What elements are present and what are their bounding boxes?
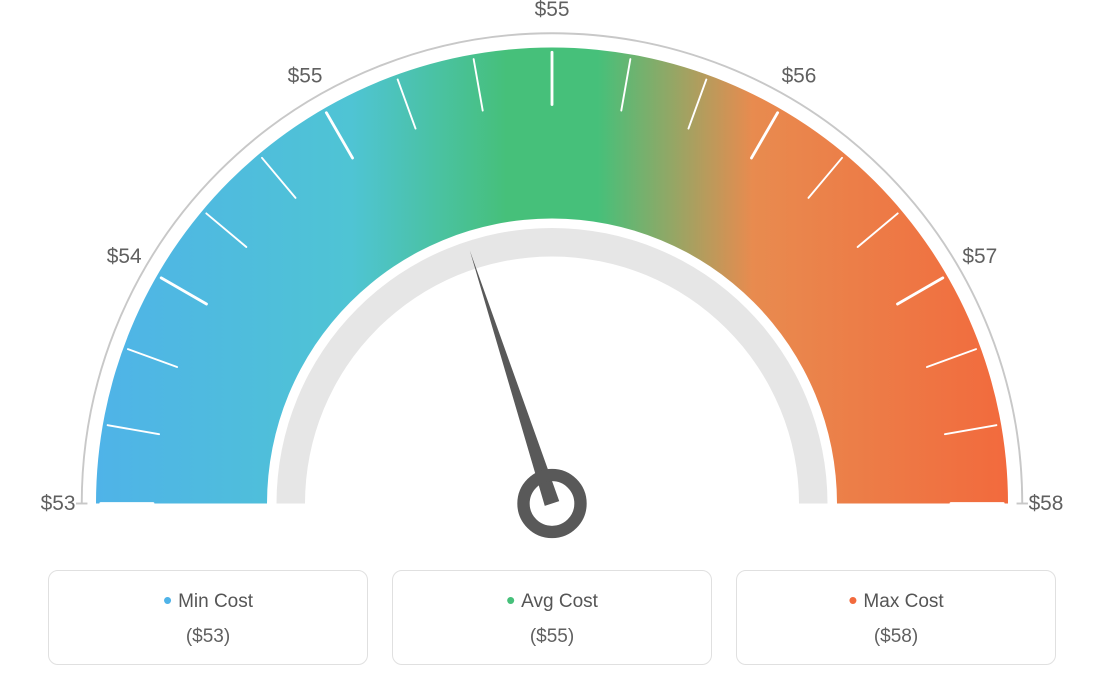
legend-min-title: Min Cost xyxy=(59,585,357,616)
svg-text:$57: $57 xyxy=(962,245,997,268)
svg-text:$58: $58 xyxy=(1029,492,1064,515)
svg-text:$55: $55 xyxy=(288,64,323,87)
svg-text:$54: $54 xyxy=(107,245,142,268)
legend-min-value: ($53) xyxy=(59,626,357,648)
legend-row: Min Cost ($53) Avg Cost ($55) Max Cost (… xyxy=(0,570,1104,665)
legend-card-avg: Avg Cost ($55) xyxy=(392,570,712,665)
svg-text:$53: $53 xyxy=(41,492,76,515)
legend-avg-value: ($55) xyxy=(403,626,701,648)
gauge-svg: $53 $54 $55 $55 $56 $57 $58 xyxy=(0,0,1104,570)
legend-avg-title: Avg Cost xyxy=(403,585,701,616)
gauge-chart-container: $53 $54 $55 $55 $56 $57 $58 Min Cost ($53) Avg… xyxy=(0,0,1104,690)
legend-max-title: Max Cost xyxy=(747,585,1045,616)
svg-text:$55: $55 xyxy=(535,0,570,21)
gauge-area: $53 $54 $55 $55 $56 $57 $58 xyxy=(0,0,1104,570)
svg-text:$56: $56 xyxy=(782,64,817,87)
legend-max-value: ($58) xyxy=(747,626,1045,648)
legend-card-max: Max Cost ($58) xyxy=(736,570,1056,665)
legend-card-min: Min Cost ($53) xyxy=(48,570,368,665)
